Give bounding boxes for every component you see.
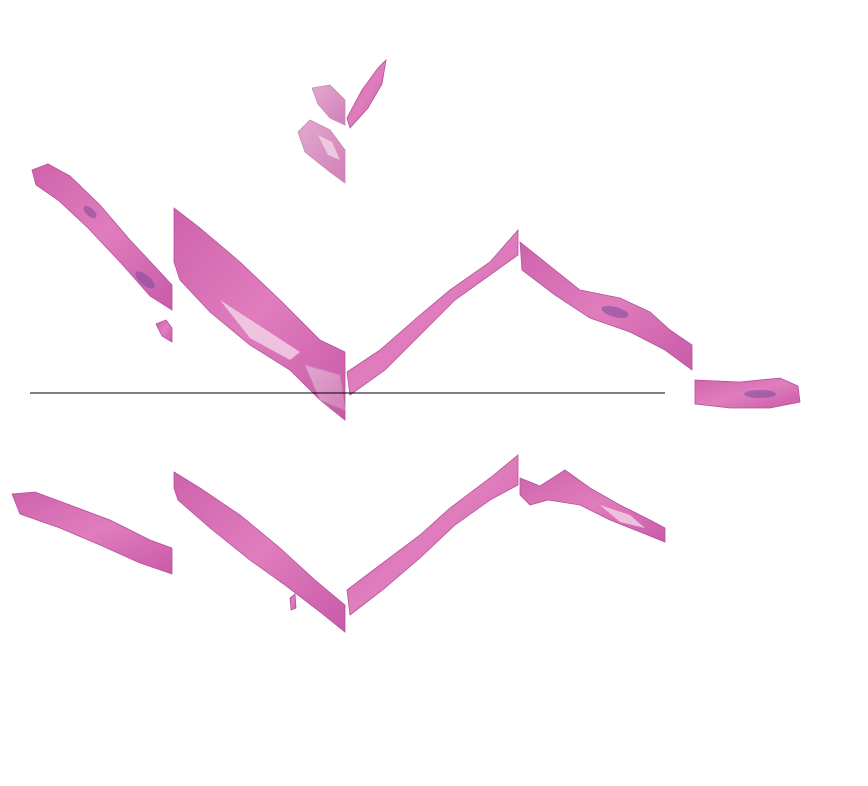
tissue-row-lower <box>11 454 666 633</box>
tissue-row-upper <box>31 163 801 421</box>
tissue-fragment-top <box>297 58 387 184</box>
